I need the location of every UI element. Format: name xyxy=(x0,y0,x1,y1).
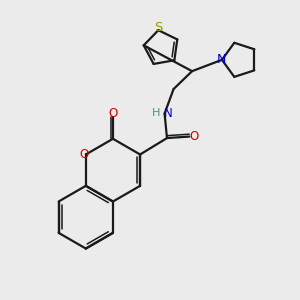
Text: O: O xyxy=(80,148,89,161)
Text: N: N xyxy=(164,107,172,120)
Text: O: O xyxy=(108,107,118,120)
Text: H: H xyxy=(152,108,160,118)
Text: O: O xyxy=(189,130,198,143)
Text: S: S xyxy=(154,21,163,34)
Text: N: N xyxy=(217,53,226,66)
